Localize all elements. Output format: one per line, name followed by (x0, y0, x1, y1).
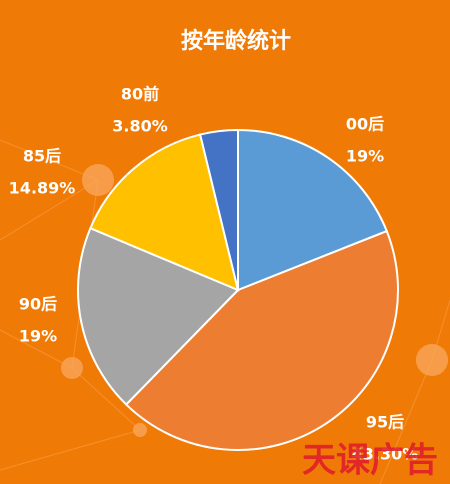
slice-value-label: 43.30% (352, 445, 419, 464)
slice-value-label: 19% (346, 147, 384, 166)
pie-slice (89, 133, 240, 292)
slice-category-label: 95后 (366, 413, 404, 432)
pie-slice (198, 128, 239, 291)
slice-value-label: 3.80% (112, 117, 168, 136)
slice-category-label: 00后 (346, 115, 384, 134)
pie-slice (77, 226, 240, 406)
background-dot (82, 164, 114, 196)
slice-category-label: 85后 (23, 147, 61, 166)
pie-slice (237, 128, 389, 292)
slice-value-label: 14.89% (9, 179, 76, 198)
chart-title: 按年龄统计 (181, 28, 291, 54)
pie-slice (124, 229, 399, 451)
background-dot (133, 423, 147, 437)
slice-category-label: 90后 (19, 295, 57, 314)
slice-value-label: 19% (19, 327, 57, 346)
watermark: 天课广告 (302, 441, 438, 481)
slice-category-label: 80前 (121, 85, 159, 104)
background-dot (416, 344, 448, 376)
background-dot (61, 357, 83, 379)
